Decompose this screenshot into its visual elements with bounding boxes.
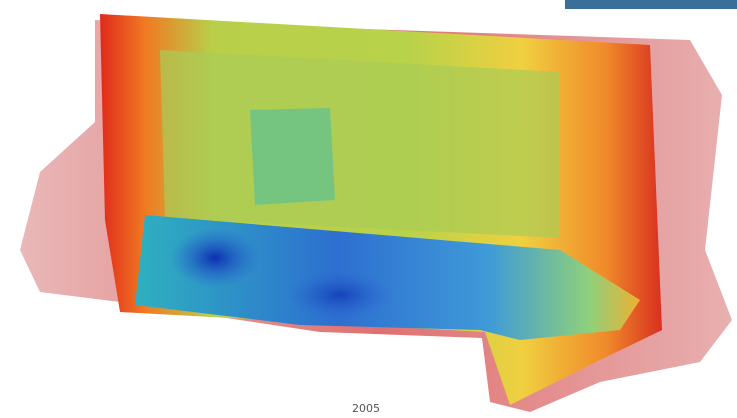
caption: 2005	[352, 402, 380, 415]
green-plateau	[160, 50, 560, 238]
thumbnail-strip	[565, 0, 737, 9]
deep-hole	[285, 270, 395, 320]
terrain-render: 2005	[0, 0, 737, 418]
deep-hole	[170, 228, 260, 288]
cyan-patch	[250, 108, 335, 205]
